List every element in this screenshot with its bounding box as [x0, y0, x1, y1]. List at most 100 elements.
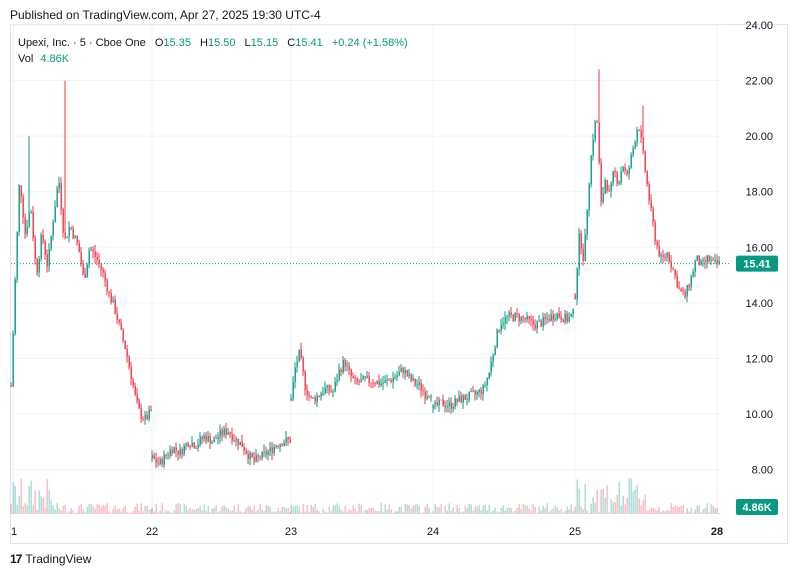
volume-bar	[243, 511, 245, 514]
volume-bar	[173, 509, 175, 514]
volume-bar	[690, 507, 692, 514]
volume-bar	[570, 504, 572, 514]
candle-body	[618, 182, 620, 184]
volume-bar	[328, 506, 330, 514]
volume-bar	[702, 509, 704, 514]
volume-bar	[666, 509, 668, 514]
candle-body	[221, 429, 223, 435]
volume-bar	[58, 508, 60, 514]
volume-bar	[296, 505, 298, 514]
volume-bar	[30, 480, 32, 514]
candle-body	[134, 385, 136, 395]
candle-body	[50, 235, 52, 250]
candle-body	[526, 316, 528, 320]
volume-bar	[86, 506, 88, 514]
candle-body	[213, 438, 215, 443]
volume-bar	[488, 504, 490, 514]
candle-body	[568, 316, 570, 322]
volume-bar	[46, 479, 48, 514]
symbol-label[interactable]: Upexi, Inc. · 5 · Cboe One	[18, 37, 146, 49]
candle-body	[106, 280, 108, 292]
candle-body	[96, 256, 98, 260]
candle-body	[92, 249, 94, 252]
volume-bar	[408, 505, 410, 514]
candle-body	[267, 451, 269, 455]
candle-body	[195, 447, 197, 449]
volume-bar	[520, 509, 522, 514]
candle-body	[610, 183, 612, 192]
candle-body	[159, 458, 161, 464]
volume-bar	[614, 502, 616, 514]
volume-bar	[436, 507, 438, 514]
volume-bar	[269, 507, 271, 514]
candle-body	[326, 385, 328, 388]
volume-bar	[314, 503, 316, 514]
volume-bar	[700, 512, 702, 514]
candle-body	[664, 256, 666, 258]
volume-bar	[688, 511, 690, 514]
candle-body	[209, 435, 211, 444]
candle-body	[522, 316, 524, 318]
footer-brand[interactable]: 17 TradingView	[10, 552, 91, 566]
candle-body	[678, 287, 680, 289]
candle-body	[277, 446, 279, 448]
candle-body	[646, 171, 648, 184]
volume-bar	[444, 506, 446, 514]
candle-body	[530, 319, 532, 321]
volume-bar	[251, 509, 253, 514]
volume-bar	[20, 479, 22, 514]
candle-body	[100, 263, 102, 270]
candle-body	[167, 455, 169, 457]
candle-body	[556, 313, 558, 320]
volume-bar	[554, 505, 556, 514]
volume-bar	[114, 505, 116, 514]
candle-body	[604, 180, 606, 194]
candle-body	[398, 372, 400, 376]
candle-body	[54, 206, 56, 223]
candle-body	[572, 309, 574, 314]
candle-body	[124, 340, 126, 349]
volume-bar	[654, 509, 656, 514]
candle-body	[14, 279, 16, 334]
volume-bar	[522, 503, 524, 514]
candle-body	[148, 409, 150, 420]
volume-bar	[42, 497, 44, 514]
volume-bar	[352, 505, 354, 514]
candle-body	[698, 255, 700, 266]
candle-body	[292, 382, 294, 399]
volume-bar	[650, 507, 652, 514]
candle-body	[336, 380, 338, 382]
volume-bar	[536, 512, 538, 514]
candle-body	[249, 452, 251, 460]
volume-bar	[534, 506, 536, 514]
candle-body	[110, 292, 112, 303]
volume-bar	[102, 505, 104, 514]
volume-bar	[72, 510, 74, 514]
volume-bar	[472, 510, 474, 514]
candle-body	[450, 402, 452, 409]
candle-body	[211, 442, 213, 444]
volume-bar	[364, 510, 366, 514]
volume-bar	[257, 509, 259, 514]
volume-bar	[346, 511, 348, 514]
volume-bar	[412, 505, 414, 514]
candle-body	[666, 252, 668, 258]
volume-bar	[76, 511, 78, 514]
candle-body	[492, 354, 494, 362]
candle-body	[138, 400, 140, 409]
candle-body	[132, 379, 134, 386]
candle-body	[290, 398, 292, 401]
volume-bar	[526, 505, 528, 514]
volume-value: 4.86K	[40, 53, 70, 65]
candle-body	[638, 130, 640, 132]
candle-body	[632, 148, 634, 155]
volume-bar	[70, 508, 72, 514]
candle-body	[34, 237, 36, 260]
volume-bar	[271, 511, 273, 514]
volume-bar	[330, 511, 332, 514]
volume-bar	[692, 512, 694, 514]
volume-bar	[410, 508, 412, 514]
price-axis: 24.00 22.00 20.00 18.00 16.00 14.00 12.00 10.00…	[745, 20, 773, 477]
volume-bar	[144, 505, 146, 514]
